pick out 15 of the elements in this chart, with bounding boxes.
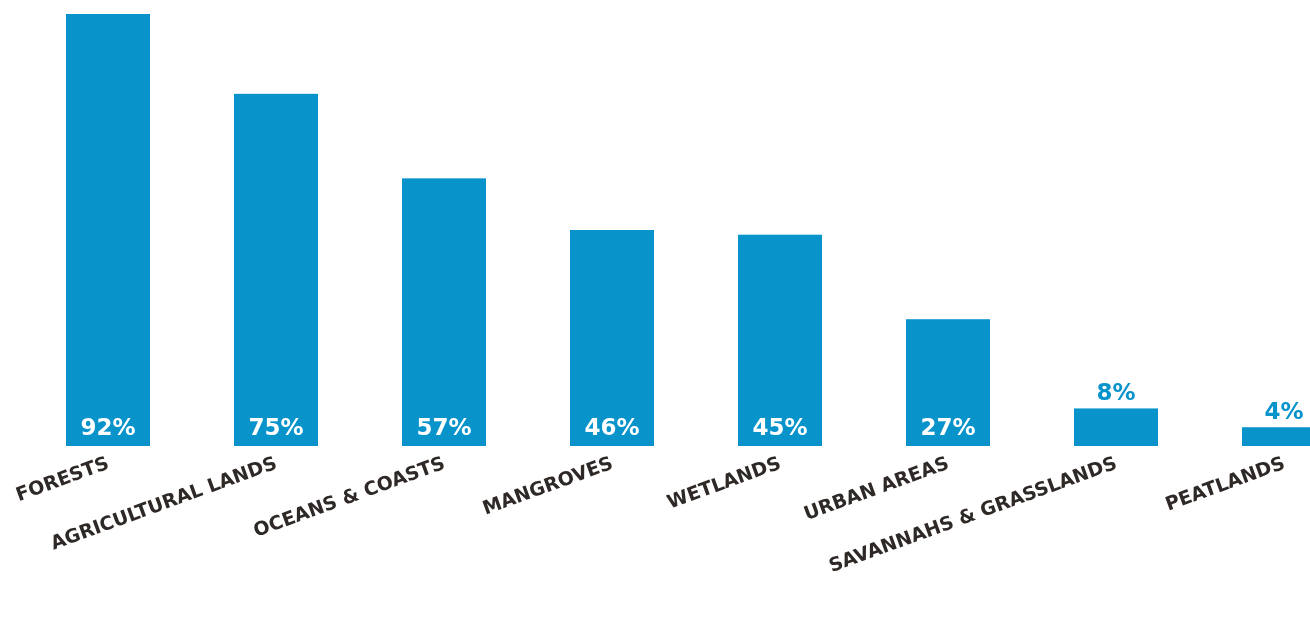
data-label: 4% <box>1264 398 1304 425</box>
data-label: 92% <box>80 414 136 440</box>
data-label: 75% <box>248 414 304 440</box>
bar <box>402 178 486 446</box>
data-label: 46% <box>584 414 640 440</box>
bar <box>66 14 150 446</box>
data-label: 57% <box>416 414 472 440</box>
bar <box>234 93 318 446</box>
data-label: 27% <box>920 414 976 440</box>
bar <box>570 230 654 446</box>
bar <box>906 319 990 446</box>
data-label: 8% <box>1096 379 1136 406</box>
bar <box>1074 408 1158 446</box>
data-label: 45% <box>752 414 808 440</box>
bar <box>738 234 822 446</box>
